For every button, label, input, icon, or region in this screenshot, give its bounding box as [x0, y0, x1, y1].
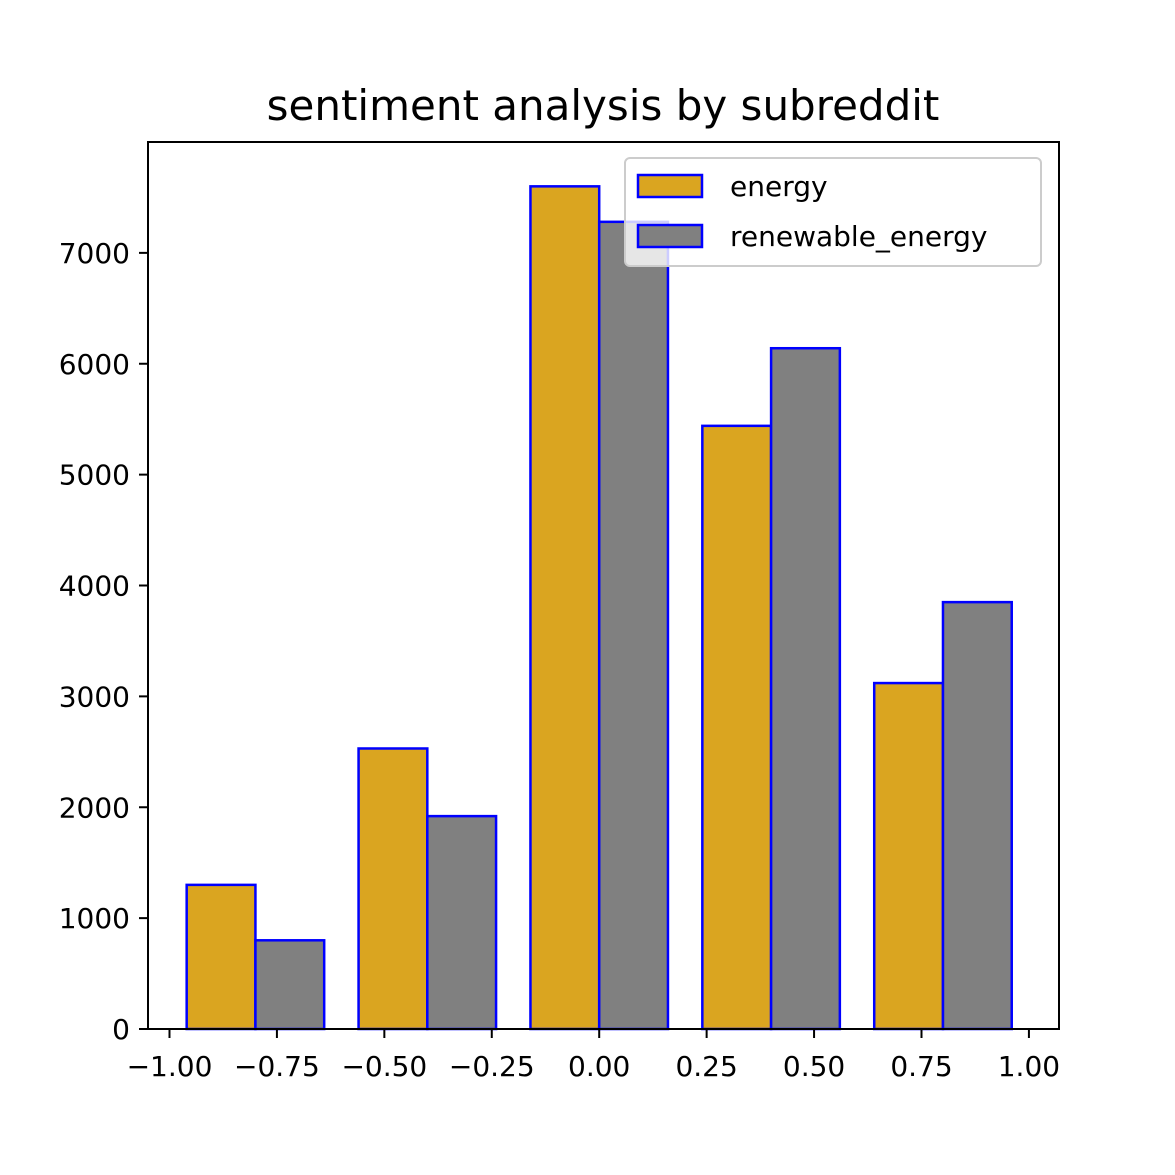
x-tick-label: −0.50: [341, 1050, 427, 1083]
x-axis: −1.00 −0.75 −0.50 −0.25 0.00 0.25 0.50 0.75 1.00: [127, 1029, 1060, 1083]
bar-energy-2: [529, 185, 601, 1031]
x-tick-label: 0.25: [675, 1050, 737, 1083]
y-tick-label: 7000: [59, 237, 130, 270]
y-tick-label: 5000: [59, 459, 130, 492]
legend-label-energy: energy: [730, 170, 828, 203]
legend-box: [624, 157, 1042, 267]
bar-renewable-energy-1: [426, 814, 498, 1031]
chart-title: sentiment analysis by subreddit: [267, 81, 940, 130]
y-tick-label: 2000: [59, 791, 130, 824]
x-tick-label: 0.75: [890, 1050, 952, 1083]
legend-label-renewable-energy: renewable_energy: [730, 220, 988, 253]
bar-renewable-energy-0: [254, 939, 326, 1031]
x-tick-label: −1.00: [127, 1050, 213, 1083]
legend-swatch-energy: [636, 173, 704, 199]
legend: energy renewable_energy: [624, 157, 1042, 267]
bars-layer: [185, 185, 1013, 1031]
y-tick-label: 1000: [59, 902, 130, 935]
x-tick-label: 0.50: [783, 1050, 845, 1083]
x-tick-label: 1.00: [998, 1050, 1060, 1083]
bar-energy-4: [872, 681, 945, 1031]
x-tick-label: −0.75: [234, 1050, 320, 1083]
bar-energy-1: [357, 747, 429, 1031]
x-tick-label: 0.00: [568, 1050, 630, 1083]
y-tick-label: 0: [112, 1013, 130, 1046]
y-axis: 0 1000 2000 3000 4000 5000 6000 7000: [59, 237, 148, 1046]
y-tick-label: 3000: [59, 680, 130, 713]
bar-renewable-energy-4: [941, 600, 1013, 1031]
bar-energy-0: [185, 883, 257, 1031]
y-tick-label: 6000: [59, 348, 130, 381]
bar-renewable-energy-2: [597, 220, 670, 1031]
bar-renewable-energy-3: [769, 346, 842, 1031]
x-tick-label: −0.25: [449, 1050, 535, 1083]
legend-swatch-renewable-energy: [636, 223, 704, 249]
y-tick-label: 4000: [59, 570, 130, 603]
bar-energy-3: [701, 424, 773, 1031]
